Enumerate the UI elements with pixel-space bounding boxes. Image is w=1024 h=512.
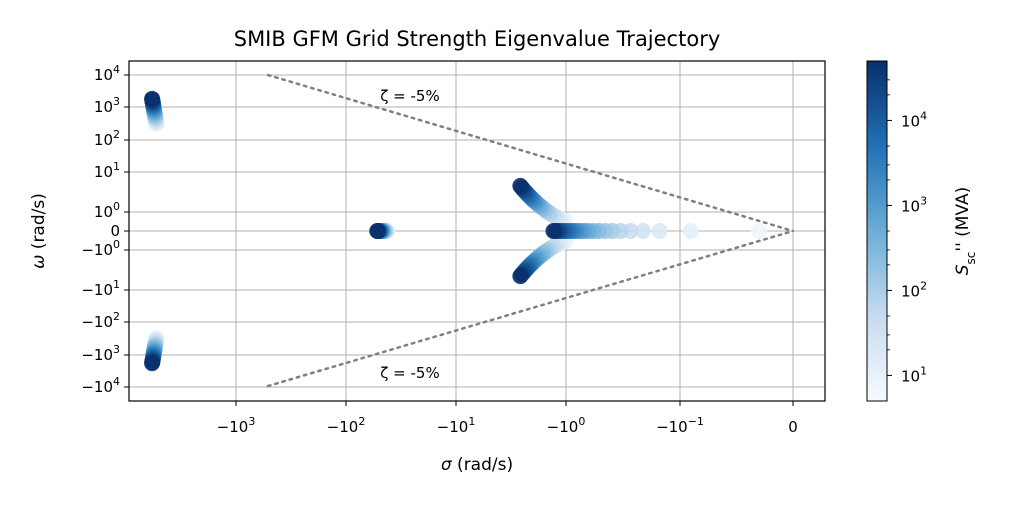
trajectory-fast-upper [144, 90, 165, 133]
colorbar-subscript: sc [964, 252, 978, 265]
y-tick-label: 103 [94, 95, 120, 116]
y-tick-label: 100 [94, 200, 120, 221]
eigenvalue-point [144, 90, 161, 107]
colorbar-label: Ssc'' (MVA) [953, 187, 978, 276]
damping-line-upper [266, 73, 795, 233]
grid [129, 61, 825, 401]
trajectory-osc-lower [512, 233, 574, 285]
y-tick-label: −101 [81, 278, 120, 299]
eigenvalue-point [369, 223, 386, 239]
damping-line-lower [266, 229, 795, 388]
x-tick-label: −100 [547, 415, 586, 436]
y-tick-label: −100 [81, 238, 120, 259]
x-tick-label: −10−1 [656, 415, 704, 436]
x-axis-unit: (rad/s) [452, 455, 513, 475]
damping-label-upper: ζ = -5% [380, 87, 439, 105]
eigenvalue-point [751, 223, 768, 239]
x-axis-symbol: σ [441, 455, 453, 475]
x-tick-label: −103 [217, 415, 256, 436]
damping-label-lower: ζ = -5% [380, 364, 439, 382]
x-tick-label: −101 [437, 415, 476, 436]
x-tick-labels: −103 −102 −101 −100 −10−1 0 [217, 401, 798, 436]
colorbar-tick-label: 103 [901, 194, 927, 215]
colorbar [866, 60, 888, 402]
colorbar-tick-label: 104 [901, 109, 927, 130]
y-axis-label: ω (rad/s) [29, 193, 49, 269]
trajectory-real-axis [545, 223, 768, 239]
damping-lines: ζ = -5% ζ = -5% [266, 73, 795, 388]
eigenvalue-point [144, 355, 161, 372]
eigenvalue-point [634, 223, 651, 239]
eigenvalue-point [651, 223, 668, 239]
x-tick-label: 0 [788, 418, 798, 436]
colorbar-tick-label: 101 [901, 364, 927, 385]
y-tick-label: −102 [81, 310, 120, 331]
y-axis-unit: (rad/s) [29, 193, 49, 254]
colorbar-symbol: S [953, 264, 973, 275]
y-tick-label: −104 [81, 375, 120, 396]
y-axis-symbol: ω [29, 255, 49, 269]
trajectory-osc-upper [512, 177, 574, 229]
eigenvalue-points [144, 90, 768, 372]
y-tick-label: −103 [81, 343, 120, 364]
trajectory-fast-lower [144, 329, 165, 372]
eigenvalue-point [512, 177, 529, 194]
eigenvalue-point [682, 223, 699, 239]
y-tick-label: 102 [94, 128, 120, 149]
eigenvalue-point [512, 268, 529, 285]
colorbar-tick-label: 102 [901, 279, 927, 300]
colorbar-ticks: 101 102 103 104 [887, 79, 927, 385]
eigenvalue-point [545, 223, 562, 239]
y-tick-label: 104 [94, 63, 120, 84]
y-tick-label: 0 [110, 222, 120, 240]
x-axis-label: σ (rad/s) [441, 455, 513, 475]
trajectory-mid-real [369, 223, 396, 239]
x-tick-label: −102 [327, 415, 366, 436]
y-tick-label: 101 [94, 160, 120, 181]
chart-title: SMIB GFM Grid Strength Eigenvalue Trajec… [234, 27, 721, 51]
colorbar-unit: '' (MVA) [953, 187, 973, 252]
